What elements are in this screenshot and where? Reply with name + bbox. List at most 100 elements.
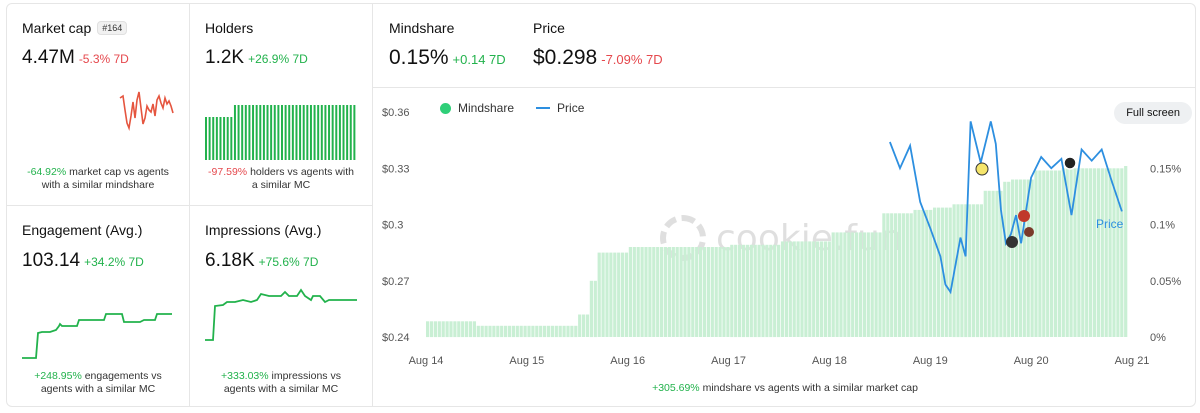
holders-bar	[299, 105, 302, 160]
mindshare-bar	[1038, 170, 1042, 337]
mindshare-bar	[507, 325, 512, 338]
price-series-line	[889, 121, 1123, 295]
mindshare-bar	[991, 190, 995, 338]
y-left-tick: $0.27	[382, 276, 410, 288]
holders-bar	[320, 105, 323, 160]
mindshare-bar	[523, 325, 527, 338]
mindshare-bars	[426, 166, 1128, 338]
mindshare-legend-dot	[440, 102, 451, 114]
mindshare-bar	[597, 252, 601, 337]
avatar-markers	[975, 156, 1077, 248]
legend-mindshare-label[interactable]: Mindshare	[458, 101, 515, 115]
mindshare-bar	[628, 247, 632, 337]
holders-bar	[317, 105, 320, 160]
mindshare-bar	[558, 325, 562, 338]
mindshare-bar	[956, 204, 960, 338]
avatar[interactable]	[975, 162, 989, 176]
mindshare-bar	[656, 247, 660, 337]
market-cap-value: 4.47M -5.3% 7D	[22, 47, 129, 68]
engagement-title: Engagement (Avg.)	[22, 222, 143, 238]
holders-bar	[219, 117, 222, 160]
mindshare-bar	[632, 247, 636, 337]
mindshare-bar	[543, 325, 547, 338]
mindshare-bar	[1061, 168, 1065, 337]
mindshare-bar	[765, 244, 769, 338]
mindshare-bar	[1007, 181, 1011, 338]
x-tick: Aug 14	[409, 355, 444, 367]
x-tick: Aug 20	[1014, 355, 1049, 367]
holders-bar	[313, 105, 316, 160]
mindshare-bar	[800, 241, 804, 337]
mindshare-bar	[546, 325, 551, 338]
y-axis-left: $0.36 $0.33 $0.3 $0.27 $0.24	[382, 107, 410, 344]
mindshare-bar	[433, 321, 437, 338]
mindshare-bar	[667, 247, 671, 337]
avatar[interactable]	[1024, 227, 1034, 237]
mindshare-bar	[648, 247, 652, 337]
avatar[interactable]	[1006, 236, 1018, 248]
mindshare-bar	[1022, 179, 1026, 337]
holders-bar	[288, 105, 291, 160]
market-cap-sparkline	[119, 91, 174, 131]
mindshare-bar	[780, 241, 785, 337]
mindshare-bar	[484, 325, 488, 338]
legend-price-label[interactable]: Price	[557, 101, 585, 115]
mindshare-bar	[492, 325, 496, 338]
x-tick: Aug 21	[1115, 355, 1150, 367]
avatar[interactable]	[1063, 156, 1077, 170]
mindshare-bar	[1073, 168, 1077, 337]
mindshare-bar	[671, 247, 675, 337]
avatar[interactable]	[1018, 210, 1030, 222]
mindshare-bar	[823, 241, 827, 337]
holders-bar	[205, 117, 207, 160]
holders-bar-chart	[205, 105, 356, 160]
mindshare-bar	[929, 209, 933, 337]
mindshare-bar	[601, 252, 605, 337]
mindshare-bar	[964, 204, 968, 338]
mindshare-bar	[582, 314, 586, 337]
holders-bar	[259, 105, 262, 160]
mindshare-bar	[531, 325, 535, 338]
mindshare-bar	[936, 207, 941, 337]
mindshare-bar	[1081, 168, 1085, 337]
mindshare-bar	[476, 325, 480, 338]
mindshare-bar	[987, 190, 991, 338]
y-right-tick: 0.15%	[1150, 163, 1181, 175]
market-cap-title: Market cap #164	[22, 20, 128, 36]
fullscreen-button[interactable]: Full screen	[1114, 102, 1192, 124]
mindshare-bar	[933, 207, 937, 337]
mindshare-bar	[905, 213, 909, 337]
holders-bar	[295, 105, 298, 160]
rank-badge: #164	[97, 21, 128, 35]
holders-bar	[353, 105, 356, 160]
mindshare-bar	[843, 232, 847, 337]
holders-bar	[346, 105, 349, 160]
holders-bar	[338, 105, 341, 160]
mindshare-bar	[995, 190, 999, 338]
mindshare-note: +305.69% mindshare vs agents with a simi…	[652, 382, 918, 394]
mindshare-bar	[566, 325, 570, 338]
mindshare-value: 0.15% +0.14 7D	[389, 46, 506, 69]
mindshare-bar	[722, 247, 726, 337]
mindshare-bar	[1042, 170, 1046, 337]
holders-bar	[262, 105, 265, 160]
mindshare-bar	[660, 247, 664, 337]
holders-bar	[309, 105, 312, 160]
y-right-tick: 0%	[1150, 332, 1166, 344]
mindshare-bar	[921, 209, 925, 337]
holders-bar	[208, 117, 211, 160]
mindshare-bar	[1003, 181, 1007, 338]
mindshare-bar	[426, 321, 430, 338]
chart-legend: Mindshare Price	[440, 101, 584, 115]
mindshare-bar	[710, 247, 714, 337]
mindshare-bar	[788, 241, 792, 337]
mindshare-bar	[1034, 170, 1038, 337]
holders-bar	[226, 117, 229, 160]
mindshare-bar	[519, 325, 523, 338]
mindshare-bar	[437, 321, 441, 338]
mindshare-bar	[890, 213, 894, 337]
price-inline-label: Price	[1096, 217, 1124, 231]
mindshare-bar	[812, 241, 816, 337]
mindshare-bar	[1096, 168, 1100, 337]
mindshare-bar	[1046, 170, 1050, 337]
